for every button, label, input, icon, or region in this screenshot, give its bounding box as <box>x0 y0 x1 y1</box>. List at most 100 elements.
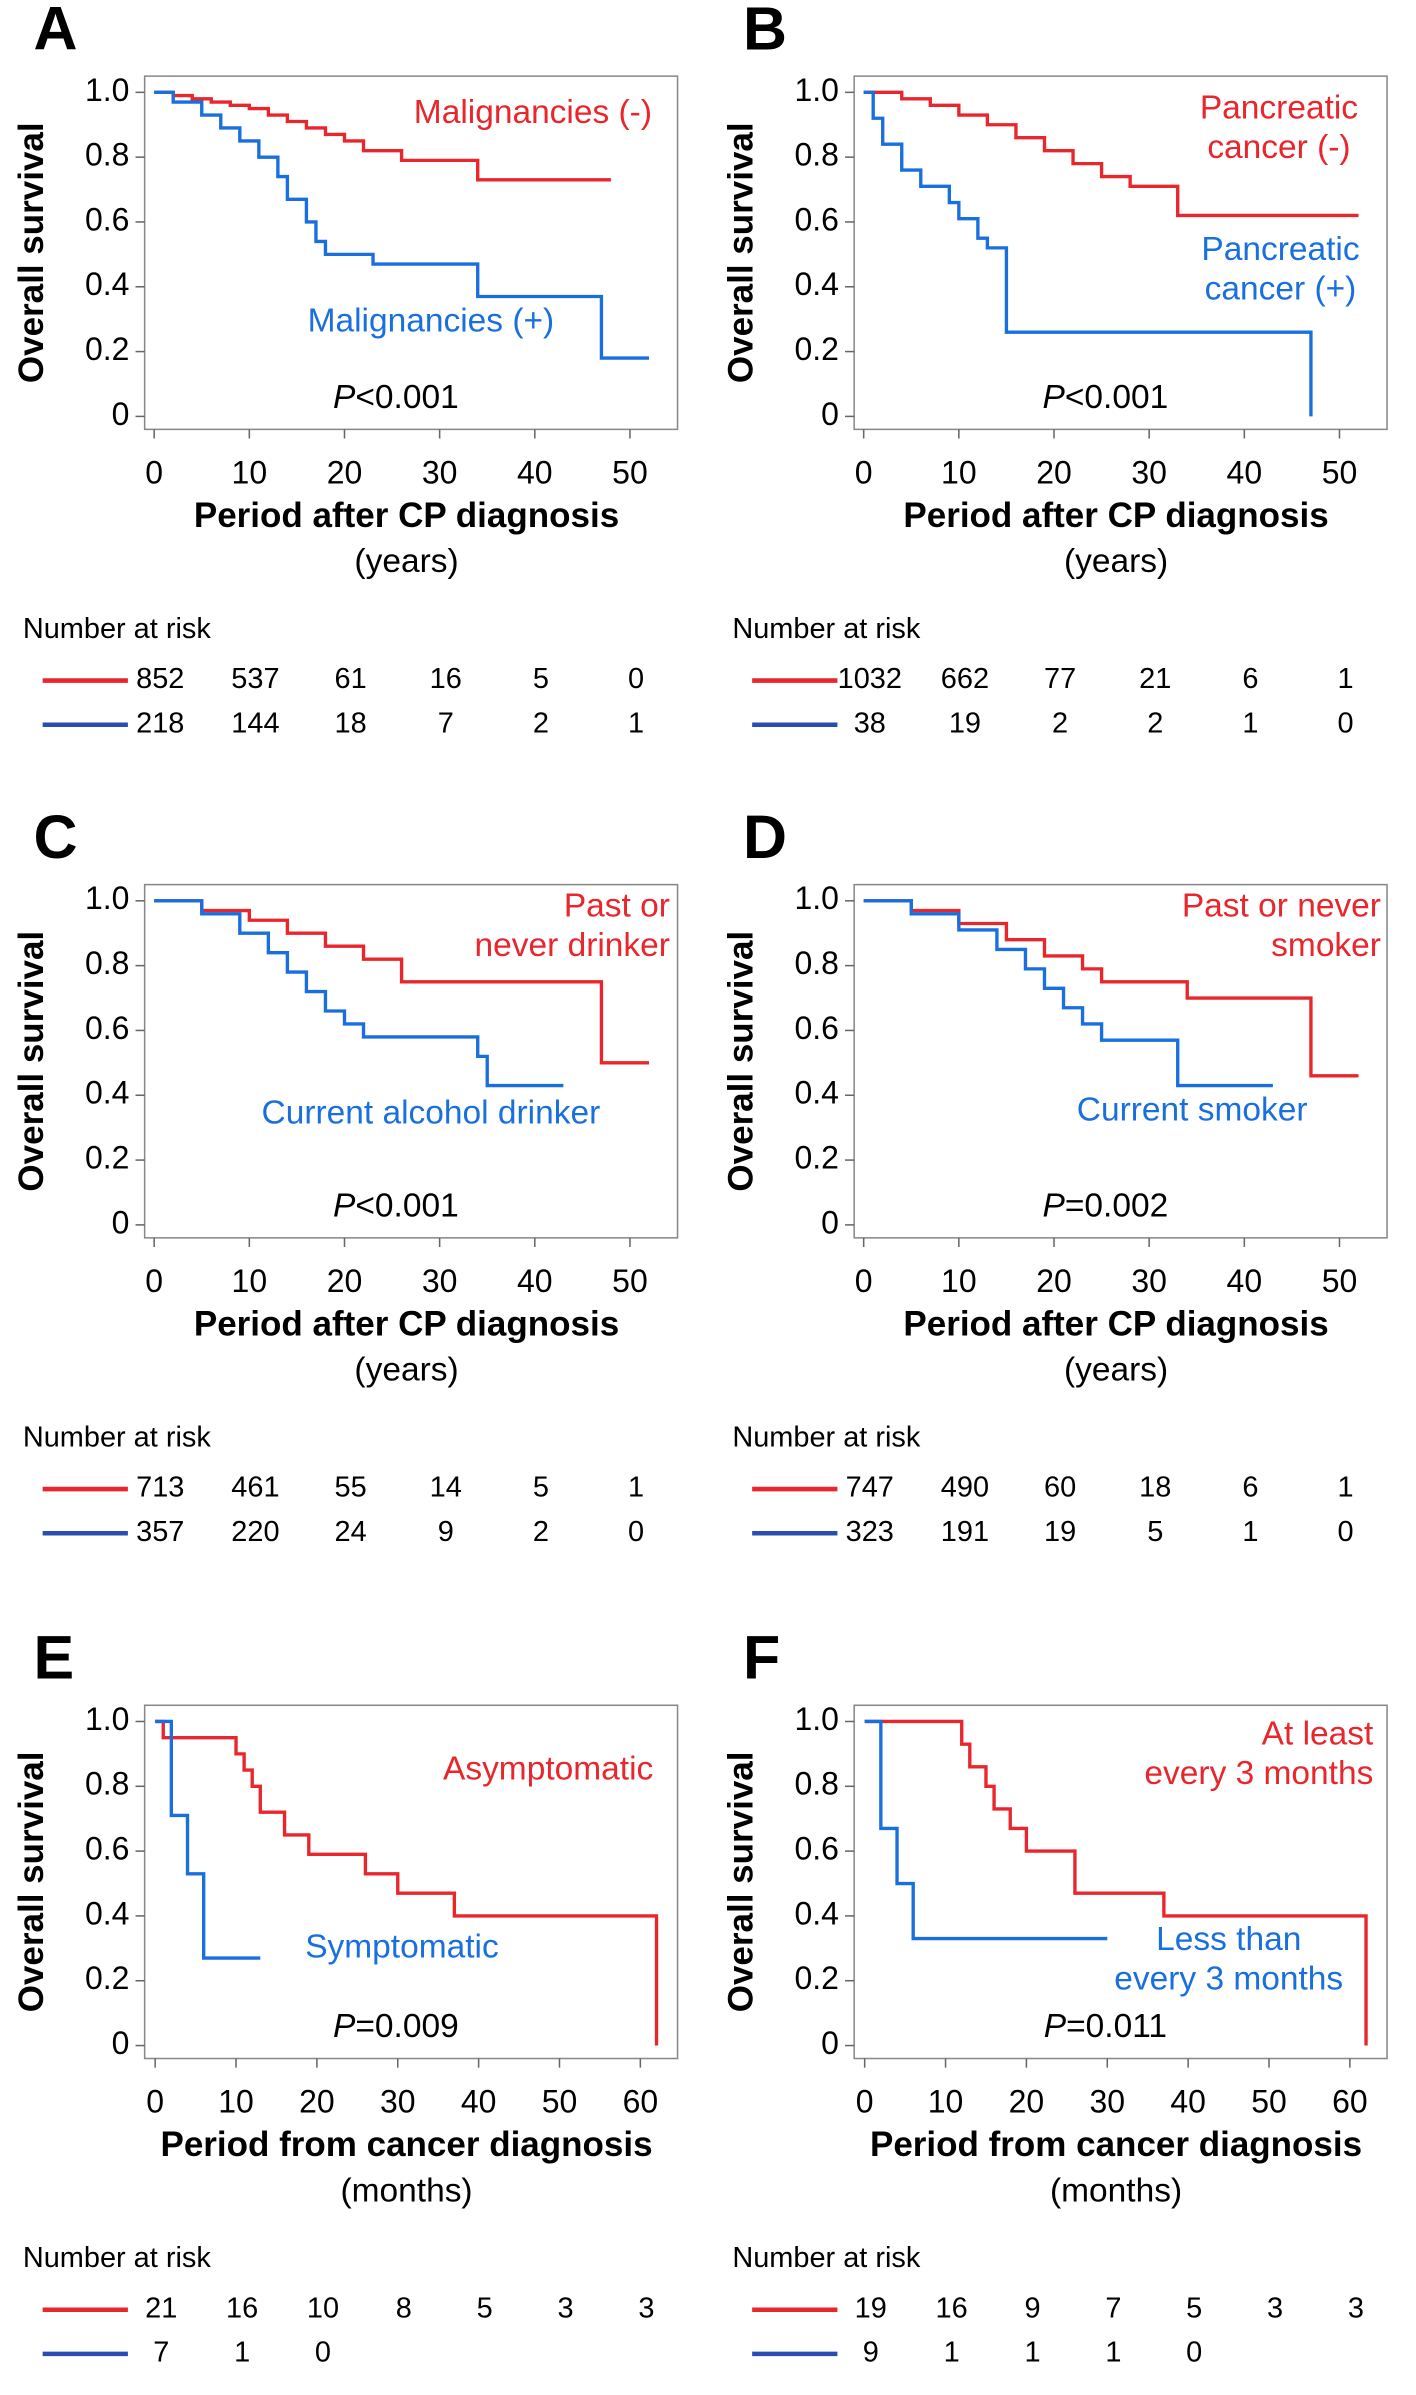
panel-label: D <box>743 803 787 871</box>
x-tick-label: 20 <box>1009 2084 1045 2120</box>
plot-frame <box>143 75 679 431</box>
x-tick-label: 0 <box>855 1263 873 1299</box>
panel-label: E <box>34 1624 75 1692</box>
x-tick-label: 30 <box>422 454 458 490</box>
curve-label: Current alcohol drinker <box>262 1094 601 1131</box>
curve-label: Malignancies (-) <box>414 94 652 131</box>
risk-count: 3 <box>638 2292 654 2324</box>
plot-frame <box>853 1704 1388 2060</box>
risk-count: 9 <box>438 1516 454 1548</box>
risk-count: 19 <box>1044 1516 1076 1548</box>
y-tick-label: 0.6 <box>85 201 129 237</box>
risk-count: 2 <box>533 1516 549 1548</box>
x-tick-label: 50 <box>1322 1263 1358 1299</box>
x-axis-unit: (years) <box>354 1352 458 1389</box>
survival-curve <box>863 90 1359 218</box>
y-tick-label: 0.4 <box>85 1895 129 1931</box>
survival-curve <box>863 899 1273 1088</box>
risk-count: 19 <box>855 2292 887 2324</box>
curve-label: At least <box>1262 1716 1374 1753</box>
x-tick-label: 30 <box>422 1263 458 1299</box>
y-tick-label: 0.6 <box>794 201 838 237</box>
y-tick-label: 0 <box>821 1204 839 1240</box>
y-tick-label: 0.8 <box>794 1766 838 1802</box>
x-tick-label: 40 <box>1170 2084 1206 2120</box>
risk-count: 3 <box>558 2292 574 2324</box>
x-axis-unit: (years) <box>354 543 458 580</box>
risk-count: 60 <box>1044 1472 1076 1504</box>
survival-curve <box>863 899 1359 1078</box>
risk-count: 1 <box>944 2337 960 2369</box>
risk-count: 1 <box>1338 663 1354 695</box>
x-tick-label: 40 <box>461 2084 497 2120</box>
risk-count: 537 <box>231 663 279 695</box>
risk-count: 5 <box>477 2292 493 2324</box>
risk-count: 77 <box>1044 663 1076 695</box>
risk-count: 1 <box>628 1472 644 1504</box>
curve-label: smoker <box>1271 927 1381 964</box>
x-tick-label: 0 <box>146 2084 164 2120</box>
risk-count: 5 <box>1186 2292 1202 2324</box>
risk-title: Number at risk <box>23 1421 211 1453</box>
x-tick-label: 10 <box>941 454 977 490</box>
plot-frame <box>853 883 1388 1239</box>
risk-count: 7 <box>438 707 454 739</box>
y-tick-label: 0.6 <box>794 1010 838 1046</box>
curve-label: every 3 months <box>1114 1961 1343 1998</box>
risk-count: 16 <box>936 2292 968 2324</box>
y-tick-label: 0.8 <box>85 1766 129 1802</box>
x-tick-label: 50 <box>542 2084 578 2120</box>
risk-count: 55 <box>334 1472 366 1504</box>
risk-count: 220 <box>231 1516 279 1548</box>
x-tick-label: 0 <box>145 1263 163 1299</box>
curve-label: Pancreatic <box>1201 231 1359 268</box>
panel-label: A <box>34 0 78 63</box>
risk-count: 19 <box>949 707 981 739</box>
y-tick-label: 0.4 <box>794 1895 838 1931</box>
x-tick-label: 40 <box>517 1263 553 1299</box>
y-tick-label: 1.0 <box>85 880 129 916</box>
y-tick-label: 0.6 <box>85 1010 129 1046</box>
y-axis-label: Overall survival <box>721 122 760 383</box>
curve-label: Less than <box>1156 1921 1301 1958</box>
x-axis-label: Period after CP diagnosis <box>903 1304 1328 1343</box>
y-axis-label: Overall survival <box>12 931 51 1192</box>
y-tick-label: 0 <box>112 2025 130 2061</box>
y-tick-label: 0.4 <box>794 266 838 302</box>
risk-count: 16 <box>226 2292 258 2324</box>
risk-count: 5 <box>533 1472 549 1504</box>
risk-count: 1 <box>234 2337 250 2369</box>
panel-label: B <box>743 0 787 63</box>
x-axis-label: Period after CP diagnosis <box>903 496 1328 535</box>
curve-label: Malignancies (+) <box>308 303 555 340</box>
x-tick-label: 20 <box>1036 454 1072 490</box>
curve-label: cancer (+) <box>1205 271 1357 308</box>
curve-label: Past or never <box>1182 887 1381 924</box>
risk-count: 5 <box>533 663 549 695</box>
risk-title: Number at risk <box>732 1421 920 1453</box>
risk-count: 490 <box>941 1472 989 1504</box>
risk-count: 0 <box>628 663 644 695</box>
y-tick-label: 1.0 <box>794 880 838 916</box>
risk-count: 24 <box>334 1516 366 1548</box>
risk-title: Number at risk <box>23 2242 211 2274</box>
y-tick-label: 0 <box>821 2025 839 2061</box>
y-axis-label: Overall survival <box>12 122 51 383</box>
risk-count: 0 <box>315 2337 331 2369</box>
risk-count: 144 <box>231 707 279 739</box>
y-tick-label: 0.4 <box>85 266 129 302</box>
risk-count: 8 <box>396 2292 412 2324</box>
risk-count: 14 <box>430 1472 462 1504</box>
survival-curve <box>154 90 650 360</box>
p-value: P<0.001 <box>333 1187 459 1224</box>
panel: E Overall survival 0 0.2 0.4 0.6 0.8 1.0 Asympto… <box>12 1624 679 2369</box>
x-axis-label: Period after CP diagnosis <box>194 1304 619 1343</box>
y-tick-label: 0.2 <box>85 1140 129 1176</box>
x-axis-unit: (months) <box>1050 2172 1182 2209</box>
survival-curve <box>154 90 611 182</box>
panel: F Overall survival 0 0.2 0.4 0.6 0.8 1.0 At leas… <box>721 1624 1388 2369</box>
risk-count: 6 <box>1242 1472 1258 1504</box>
x-tick-label: 50 <box>1251 2084 1287 2120</box>
risk-count: 357 <box>136 1516 184 1548</box>
